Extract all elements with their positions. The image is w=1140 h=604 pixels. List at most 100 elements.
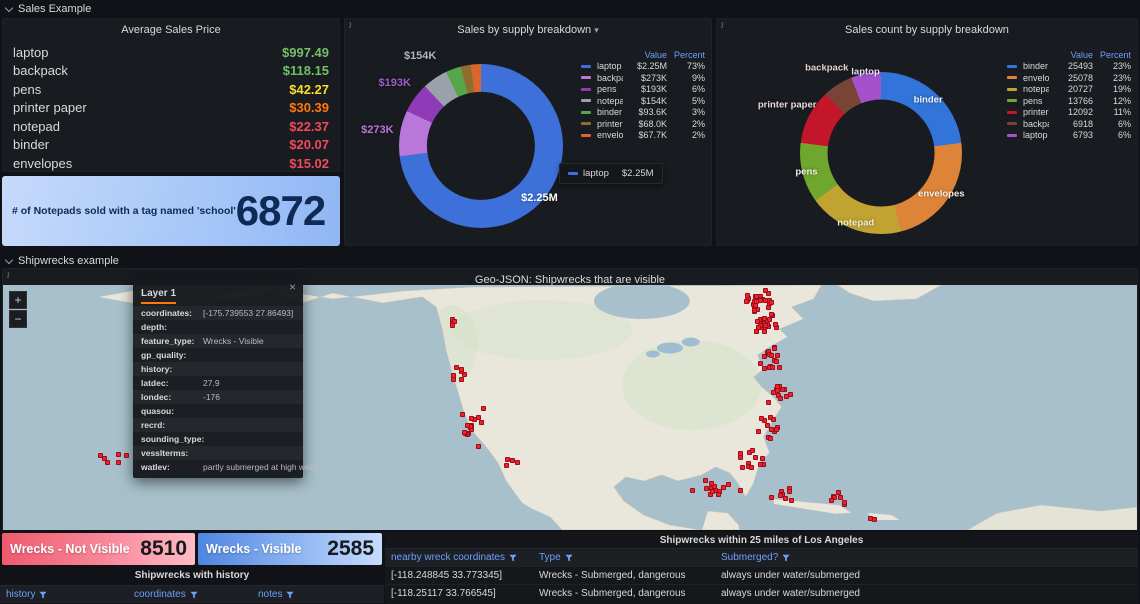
map-marker[interactable] xyxy=(774,384,780,390)
map-marker[interactable] xyxy=(769,299,775,305)
map-marker[interactable] xyxy=(759,416,765,422)
column-header[interactable]: Submerged? xyxy=(721,552,1132,563)
map-marker[interactable] xyxy=(783,393,789,399)
map-marker[interactable] xyxy=(451,372,457,378)
filter-icon[interactable] xyxy=(39,591,48,599)
map-marker[interactable] xyxy=(452,318,458,324)
map-marker[interactable] xyxy=(748,464,754,470)
map-marker[interactable] xyxy=(514,460,520,466)
map-marker[interactable] xyxy=(749,448,755,454)
map-marker[interactable] xyxy=(703,477,709,483)
map-marker[interactable] xyxy=(779,387,785,393)
map-marker[interactable] xyxy=(774,352,780,358)
map-marker[interactable] xyxy=(752,454,758,460)
filter-icon[interactable] xyxy=(190,591,198,599)
map-marker[interactable] xyxy=(767,316,773,322)
map-marker[interactable] xyxy=(762,365,768,371)
map-marker[interactable] xyxy=(690,487,696,493)
map-marker[interactable] xyxy=(464,422,470,428)
map-marker[interactable] xyxy=(454,364,460,370)
map-marker[interactable] xyxy=(759,456,765,462)
info-icon[interactable]: i xyxy=(721,21,724,30)
map-marker[interactable] xyxy=(745,292,751,298)
map-marker[interactable] xyxy=(772,322,778,328)
map-marker[interactable] xyxy=(102,455,108,461)
map-marker[interactable] xyxy=(475,414,481,420)
map-marker[interactable] xyxy=(743,299,749,305)
map-marker[interactable] xyxy=(451,377,457,383)
map-marker[interactable] xyxy=(778,492,784,498)
map-marker[interactable] xyxy=(838,495,844,501)
map-marker[interactable] xyxy=(762,315,768,321)
map-marker[interactable] xyxy=(751,307,757,313)
column-header[interactable]: coordinates xyxy=(134,589,258,600)
map-marker[interactable] xyxy=(768,435,774,441)
map-marker[interactable] xyxy=(459,376,465,382)
column-header[interactable]: history xyxy=(6,589,134,600)
column-header[interactable]: notes xyxy=(258,589,378,600)
map-marker[interactable] xyxy=(776,365,782,371)
legend-item[interactable]: notepad 20727 19% xyxy=(1007,84,1131,96)
info-icon[interactable]: i xyxy=(7,271,10,280)
map-marker[interactable] xyxy=(841,499,847,505)
column-header[interactable]: nearby wreck coordinates xyxy=(391,552,539,563)
donut-ring[interactable] xyxy=(399,64,563,228)
filter-icon[interactable] xyxy=(565,554,573,562)
panel-title[interactable]: Sales count by supply breakdown xyxy=(717,19,1137,36)
map-marker[interactable] xyxy=(479,420,485,426)
map-marker[interactable] xyxy=(758,461,764,467)
map-marker[interactable] xyxy=(504,462,510,468)
legend-item[interactable]: backpack 6918 6% xyxy=(1007,118,1131,130)
map-marker[interactable] xyxy=(835,489,841,495)
legend-item[interactable]: laptop 6793 6% xyxy=(1007,130,1131,142)
legend-item[interactable]: pens $193K 6% xyxy=(581,84,705,96)
map-marker[interactable] xyxy=(476,443,482,449)
map-marker[interactable] xyxy=(769,353,775,359)
map-marker[interactable] xyxy=(762,354,768,360)
legend-value-header[interactable]: Value xyxy=(1070,49,1093,60)
map-marker[interactable] xyxy=(481,405,487,411)
map-marker[interactable] xyxy=(774,359,780,365)
map-marker[interactable] xyxy=(725,482,731,488)
map-marker[interactable] xyxy=(116,459,122,465)
donut-ring[interactable] xyxy=(800,72,962,234)
map-marker[interactable] xyxy=(770,365,776,371)
map-marker[interactable] xyxy=(763,298,769,304)
map-marker[interactable] xyxy=(738,454,744,460)
map-marker[interactable] xyxy=(771,345,777,351)
legend-item[interactable]: laptop $2.25M 73% xyxy=(581,61,705,73)
close-icon[interactable]: × xyxy=(288,280,296,294)
info-icon[interactable]: i xyxy=(349,21,352,30)
map-marker[interactable] xyxy=(769,494,775,500)
filter-icon[interactable] xyxy=(286,591,295,599)
legend-item[interactable]: binder $93.6K 3% xyxy=(581,107,705,119)
map-marker[interactable] xyxy=(761,329,767,335)
panel-title[interactable]: Sales by supply breakdown ▾ xyxy=(345,19,711,36)
wrecks-not-visible-stat[interactable]: Wrecks - Not Visible 8510 xyxy=(2,533,195,565)
map-marker[interactable] xyxy=(753,329,759,335)
map-marker[interactable] xyxy=(871,516,877,522)
row-header-sales[interactable]: Sales Example xyxy=(4,2,91,16)
legend-item[interactable]: printer paper 12092 11% xyxy=(1007,107,1131,119)
map-marker[interactable] xyxy=(782,496,788,502)
map-marker[interactable] xyxy=(721,485,727,491)
filter-icon[interactable] xyxy=(509,554,517,562)
map-marker[interactable] xyxy=(716,492,722,498)
map-marker[interactable] xyxy=(460,412,466,418)
map-marker[interactable] xyxy=(777,395,783,401)
map-marker[interactable] xyxy=(504,457,510,463)
map-marker[interactable] xyxy=(832,495,838,501)
map-marker[interactable] xyxy=(115,452,121,458)
map-marker[interactable] xyxy=(769,427,775,433)
map-marker[interactable] xyxy=(709,488,715,494)
legend-item[interactable]: binder 25493 23% xyxy=(1007,61,1131,73)
zoom-out-button[interactable]: − xyxy=(9,310,27,328)
map-marker[interactable] xyxy=(738,487,743,493)
map-marker[interactable] xyxy=(770,416,776,422)
map-marker[interactable] xyxy=(758,360,764,366)
map-marker[interactable] xyxy=(708,480,714,486)
column-header[interactable]: Type xyxy=(539,552,721,563)
map-marker[interactable] xyxy=(763,287,769,293)
legend-value-header[interactable]: Value xyxy=(644,49,667,60)
map-marker[interactable] xyxy=(509,458,515,464)
